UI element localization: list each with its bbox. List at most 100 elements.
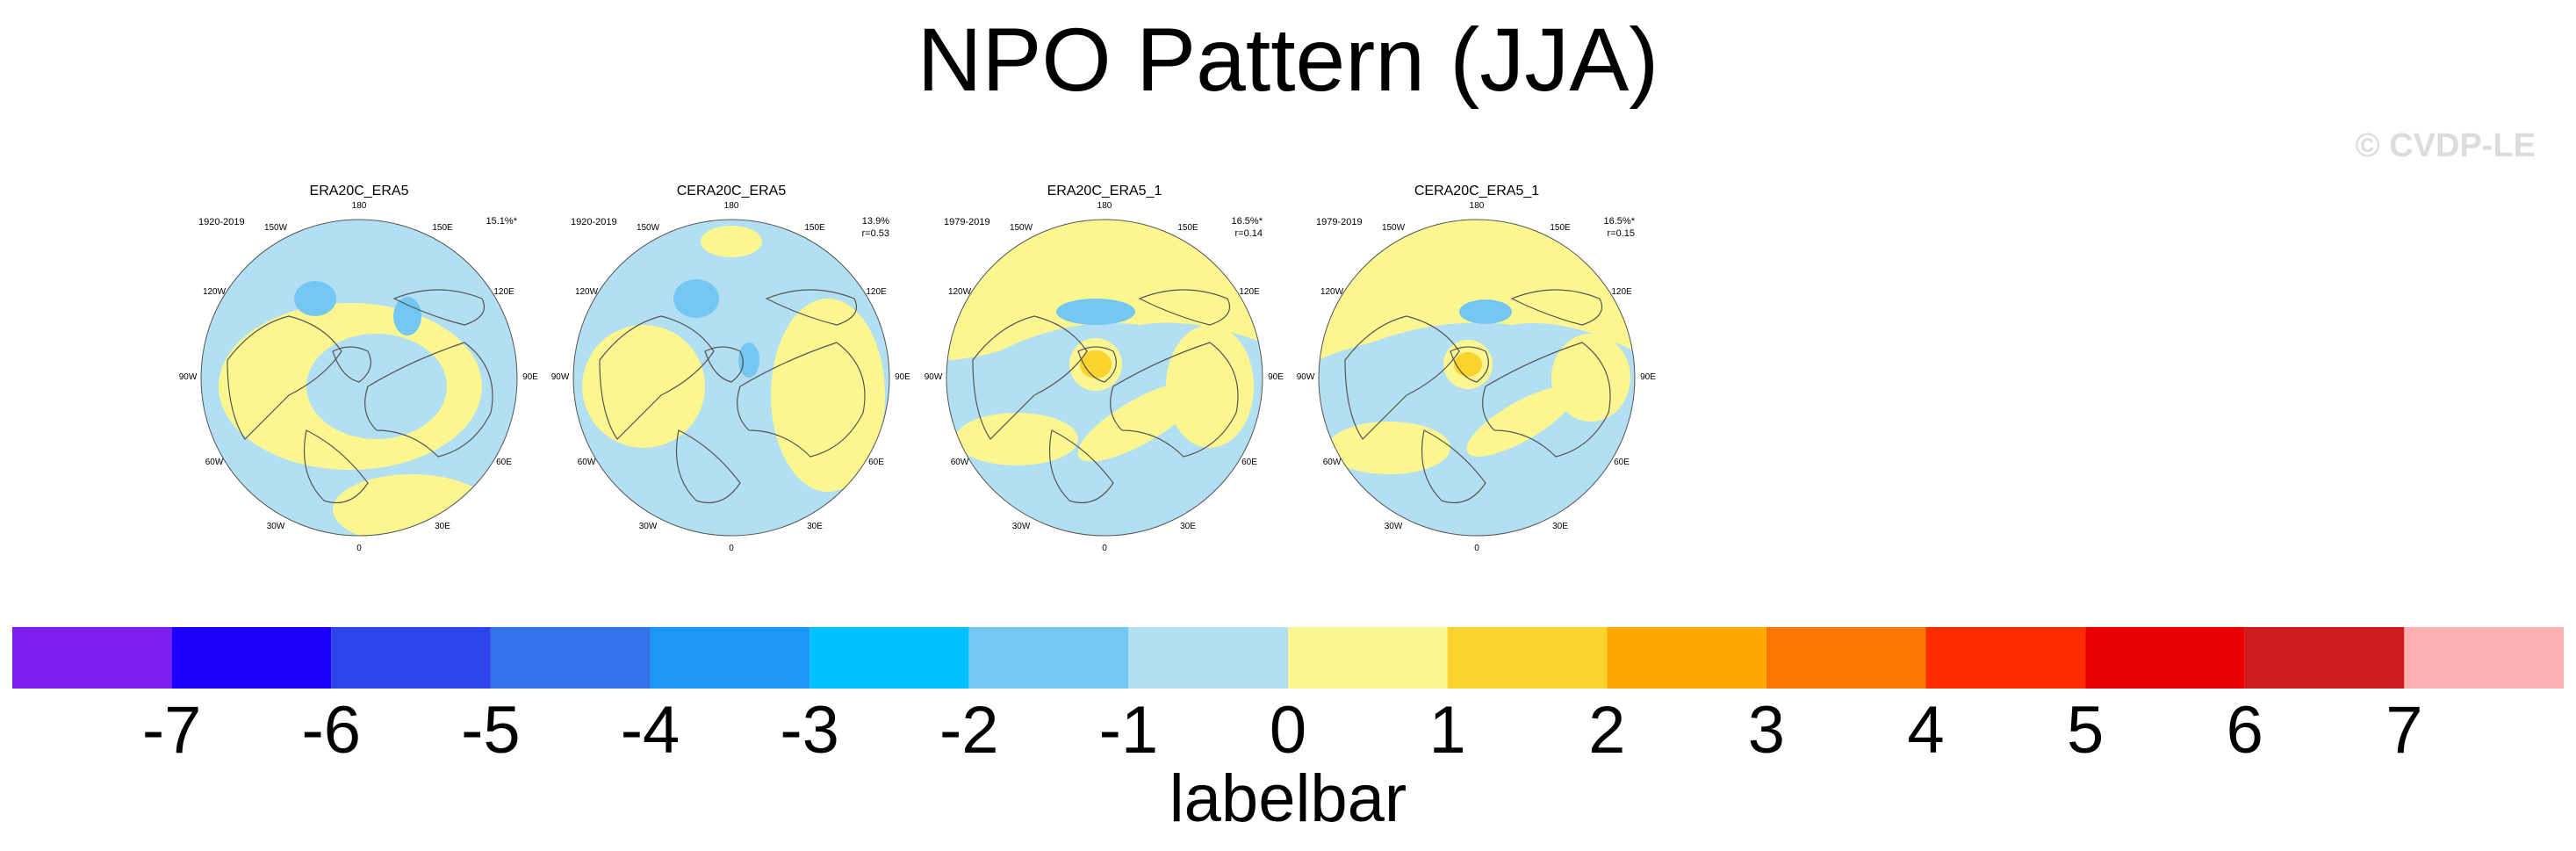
colorbar-swatch <box>2404 627 2564 689</box>
panel-stats: 16.5%* r=0.14 <box>1210 215 1263 240</box>
panel-period: 1979-2019 <box>944 217 990 227</box>
coastline <box>304 429 369 504</box>
longitude-label: 90W <box>178 372 198 382</box>
negative-anomaly <box>1056 299 1135 325</box>
map-border <box>1318 219 1636 537</box>
longitude-label: 60W <box>577 458 596 467</box>
coastline <box>364 342 493 458</box>
panel-stats: 15.1%* <box>464 215 517 227</box>
longitude-label: 120W <box>1320 287 1344 297</box>
coastline <box>1421 429 1486 504</box>
coastline <box>1110 342 1239 458</box>
explained-variance: 15.1%* <box>486 216 517 227</box>
coastline <box>227 315 342 440</box>
negative-anomaly <box>294 281 336 316</box>
colorbar-tick-label: -5 <box>461 693 521 768</box>
positive-anomaly <box>946 220 1263 360</box>
colorbar-swatch <box>1607 627 1767 689</box>
coastline <box>1049 429 1114 504</box>
polar-map <box>946 219 1263 537</box>
panel-title: CERA20C_ERA5 <box>676 184 787 198</box>
colorbar-swatch <box>1447 627 1608 689</box>
longitude-label: 90W <box>924 372 943 382</box>
negative-anomaly <box>306 334 447 439</box>
negative-anomaly <box>738 343 759 378</box>
panel-title: ERA20C_ERA5_1 <box>1047 184 1162 198</box>
longitude-label: 150E <box>804 223 825 233</box>
longitude-label: 150E <box>1550 223 1571 233</box>
longitude-label: 30W <box>1384 522 1403 531</box>
pattern-correlation: r=0.53 <box>861 228 890 239</box>
longitude-label: 120W <box>947 287 972 297</box>
watermark: © CVDP-LE <box>2355 127 2536 164</box>
coastline <box>599 315 715 440</box>
panel-period: 1920-2019 <box>571 217 617 227</box>
longitude-label: 0 <box>729 544 734 553</box>
longitude-label: 90E <box>522 372 538 382</box>
colorbar-swatch <box>2085 627 2245 689</box>
longitude-label: 120W <box>574 287 599 297</box>
longitude-label: 0 <box>1474 544 1479 553</box>
coastline <box>1344 315 1460 440</box>
colorbar-swatch <box>171 627 332 689</box>
colorbar-tick-label: 5 <box>2066 693 2105 768</box>
coastline <box>765 289 858 326</box>
colorbar-swatch <box>331 627 491 689</box>
colorbar-swatch <box>968 627 1129 689</box>
longitude-label: 30E <box>1180 522 1196 531</box>
longitude-label: 0 <box>356 544 362 553</box>
longitude-label: 60W <box>205 458 224 467</box>
positive-anomaly <box>1166 325 1254 448</box>
longitude-label: 150W <box>1009 223 1033 233</box>
strong-positive-anomaly <box>1080 350 1112 379</box>
map-border <box>200 219 518 537</box>
colorbar-swatch <box>650 627 810 689</box>
colorbar-tick-label: 1 <box>1428 693 1466 768</box>
longitude-label: 30W <box>1011 522 1031 531</box>
longitude-label: 60E <box>868 458 884 467</box>
coastline <box>332 346 371 383</box>
colorbar-swatch <box>1128 627 1288 689</box>
colorbar-swatch <box>1288 627 1448 689</box>
longitude-label: 0 <box>1102 544 1107 553</box>
map-border <box>572 219 890 537</box>
colorbar-swatch <box>809 627 969 689</box>
negative-anomaly <box>673 279 719 318</box>
colorbar-tick-label: 6 <box>2226 693 2263 768</box>
positive-anomaly <box>1466 386 1575 457</box>
negative-anomaly <box>393 297 421 335</box>
positive-anomaly <box>333 474 491 536</box>
longitude-label: 120W <box>202 287 227 297</box>
longitude-label: 60W <box>950 458 969 467</box>
longitude-label: 180 <box>351 201 367 211</box>
longitude-label: 90E <box>895 372 910 382</box>
colorbar-tick-label: 2 <box>1588 693 1626 768</box>
colorbar-tick-label: -3 <box>780 693 839 768</box>
negative-anomaly <box>1459 299 1512 324</box>
longitude-label: 90E <box>1268 372 1284 382</box>
coastline <box>737 342 866 458</box>
coastline <box>1450 346 1489 383</box>
longitude-label: 30E <box>1552 522 1568 531</box>
longitude-label: 180 <box>1097 201 1112 211</box>
coastline <box>1482 342 1611 458</box>
positive-anomaly <box>1077 381 1202 462</box>
colorbar-tick-label: 0 <box>1269 693 1307 768</box>
longitude-label: 150W <box>263 223 288 233</box>
longitude-label: 90W <box>550 372 570 382</box>
polar-map <box>200 219 518 537</box>
explained-variance: 13.9% <box>861 216 889 227</box>
longitude-label: 30W <box>638 522 658 531</box>
panel-stats: 16.5%* r=0.15 <box>1582 215 1635 240</box>
colorbar-tick-label: 7 <box>2385 693 2423 768</box>
longitude-label: 60E <box>1614 458 1630 467</box>
panel-stats: 13.9% r=0.53 <box>837 215 890 240</box>
longitude-label: 150E <box>432 223 453 233</box>
longitude-label: 120E <box>866 287 887 297</box>
figure-title: NPO Pattern (JJA) <box>917 10 1659 110</box>
colorbar-swatch <box>2244 627 2405 689</box>
positive-anomaly <box>701 226 762 257</box>
coastline <box>676 429 741 504</box>
longitude-label: 150W <box>636 223 660 233</box>
longitude-label: 120E <box>1611 287 1632 297</box>
